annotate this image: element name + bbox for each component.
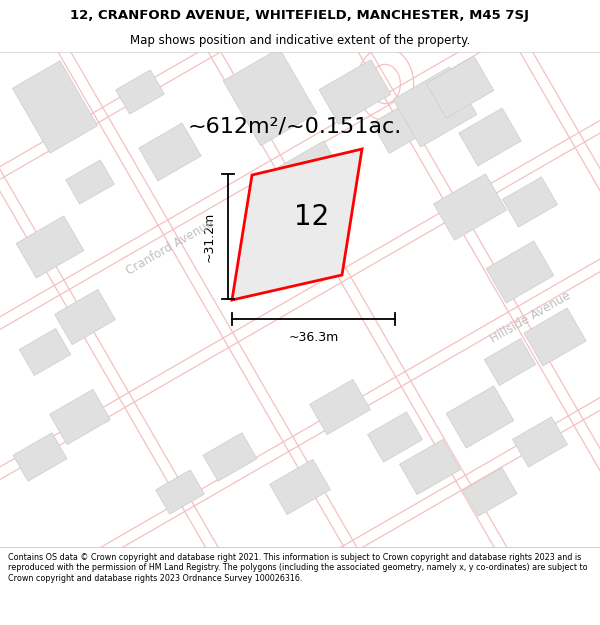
Text: Contains OS data © Crown copyright and database right 2021. This information is : Contains OS data © Crown copyright and d… <box>8 553 587 582</box>
Polygon shape <box>155 470 205 514</box>
Polygon shape <box>116 70 164 114</box>
Polygon shape <box>319 59 391 124</box>
Text: 12, CRANFORD AVENUE, WHITEFIELD, MANCHESTER, M45 7SJ: 12, CRANFORD AVENUE, WHITEFIELD, MANCHES… <box>71 9 530 22</box>
Text: ~31.2m: ~31.2m <box>203 211 216 262</box>
Polygon shape <box>459 108 521 166</box>
Polygon shape <box>400 439 460 494</box>
Polygon shape <box>512 417 568 467</box>
Polygon shape <box>223 48 317 146</box>
Polygon shape <box>524 308 586 366</box>
Polygon shape <box>310 379 370 434</box>
Polygon shape <box>55 289 115 344</box>
Polygon shape <box>203 432 257 481</box>
Polygon shape <box>16 216 84 278</box>
Polygon shape <box>372 101 428 153</box>
Polygon shape <box>446 386 514 448</box>
Polygon shape <box>434 174 506 240</box>
Polygon shape <box>368 412 422 462</box>
Polygon shape <box>503 177 557 227</box>
Polygon shape <box>269 459 331 514</box>
Text: Cranford Avenue: Cranford Avenue <box>124 217 216 278</box>
Polygon shape <box>463 468 517 516</box>
Text: Map shows position and indicative extent of the property.: Map shows position and indicative extent… <box>130 34 470 47</box>
Polygon shape <box>50 389 110 444</box>
Polygon shape <box>232 149 362 300</box>
Polygon shape <box>426 56 494 118</box>
Text: ~612m²/~0.151ac.: ~612m²/~0.151ac. <box>188 117 402 137</box>
Polygon shape <box>484 339 536 386</box>
Polygon shape <box>13 61 98 153</box>
Polygon shape <box>139 123 201 181</box>
Text: Hillside Avenue: Hillside Avenue <box>488 289 572 345</box>
Polygon shape <box>486 241 554 303</box>
Polygon shape <box>276 141 344 203</box>
Polygon shape <box>19 329 71 376</box>
Polygon shape <box>65 160 115 204</box>
Text: 12: 12 <box>295 202 329 231</box>
Polygon shape <box>393 67 477 147</box>
Text: ~36.3m: ~36.3m <box>289 331 338 344</box>
Polygon shape <box>13 432 67 481</box>
